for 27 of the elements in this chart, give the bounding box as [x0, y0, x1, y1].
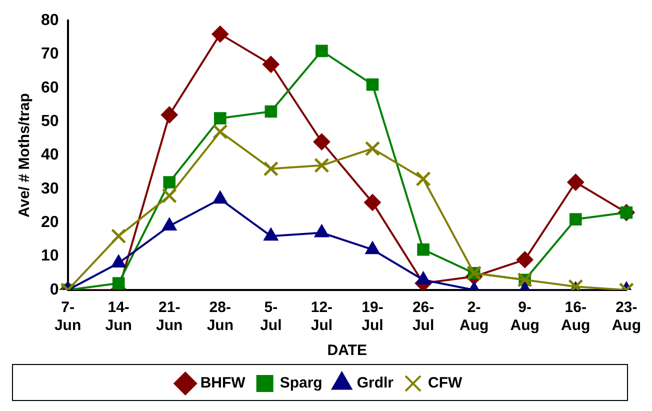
- legend-label: CFW: [428, 374, 463, 392]
- y-tick-label: 80: [41, 12, 59, 30]
- legend-label: BHFW: [200, 374, 246, 392]
- y-tick-label: 0: [50, 281, 59, 298]
- x-tick-label: 21-Jun: [156, 299, 183, 334]
- x-tick-label: 7-Jun: [54, 299, 82, 334]
- legend-label: Sparg: [280, 374, 322, 392]
- x-tick-label: 19-Jul: [362, 299, 384, 334]
- y-tick-label: 50: [41, 113, 59, 130]
- x-tick-label: 2-Aug: [459, 299, 489, 334]
- y-tick-label: 40: [41, 146, 59, 164]
- x-tick-label: 12-Jul: [310, 299, 333, 334]
- y-tick-label: 60: [41, 79, 59, 96]
- legend-label: Grdlr: [356, 374, 394, 392]
- x-tick-label: 28-Jun: [206, 299, 234, 334]
- y-tick-label: 70: [41, 46, 59, 63]
- y-tick-label: 30: [41, 180, 59, 198]
- x-tick-label: 23-Aug: [612, 299, 642, 334]
- x-axis-title: DATE: [327, 342, 367, 360]
- x-tick-label: 26-Jul: [412, 299, 434, 334]
- x-tick-label: 5-Jul: [260, 299, 282, 334]
- y-tick-label: 20: [41, 214, 59, 232]
- x-tick-label: 9-Aug: [510, 299, 540, 334]
- y-axis-title: Ave/ # Moths/trap: [16, 93, 34, 218]
- x-tick-label: 16-Aug: [561, 299, 590, 334]
- x-tick-label: 14-Jun: [105, 299, 132, 334]
- y-tick-label: 10: [41, 248, 59, 265]
